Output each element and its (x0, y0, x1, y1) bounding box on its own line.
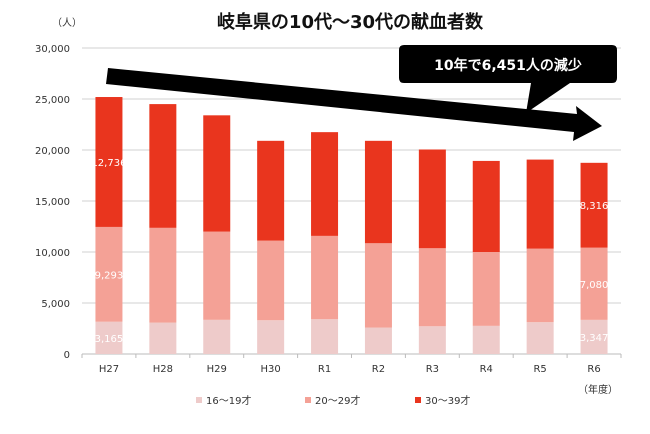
bar-H29-series-0 (203, 319, 231, 354)
bar-R2-series-0 (364, 327, 392, 354)
legend-label: 16～19才 (206, 394, 251, 407)
bar-R2-series-1 (364, 243, 392, 328)
y-tick-label: 10,000 (35, 248, 70, 259)
data-label: 9,293 (95, 270, 124, 281)
bar-H30-series-1 (257, 240, 285, 321)
bar-R5-series-1 (526, 248, 554, 323)
bar-R1-series-0 (311, 319, 339, 354)
data-label: 3,165 (95, 334, 124, 345)
bar-R5-series-2 (526, 159, 554, 249)
bar-H30-series-2 (257, 140, 285, 241)
chart-title: 岐阜県の10代～30代の献血者数 (217, 11, 484, 33)
legend-swatch (305, 397, 311, 403)
data-label: 12,736 (91, 158, 126, 169)
bar-H28-series-1 (149, 227, 177, 323)
y-axis-label: （人） (52, 17, 82, 29)
legend-label: 30～39才 (425, 394, 470, 407)
bar-H30-series-0 (257, 320, 285, 354)
bar-H27-series-1 (95, 226, 123, 322)
y-tick-label: 25,000 (35, 95, 70, 106)
x-tick-label: H28 (153, 364, 173, 375)
bar-R6-series-1 (580, 247, 608, 320)
y-tick-label: 15,000 (35, 197, 70, 208)
bar-H29-series-1 (203, 231, 231, 320)
x-tick-label: H27 (99, 364, 119, 375)
bar-R3-series-0 (418, 326, 446, 354)
x-tick-label: R3 (426, 364, 439, 375)
annotation-text: 10年で6,451人の減少 (434, 57, 582, 74)
y-tick-label: 0 (64, 350, 70, 361)
trend-arrow (106, 68, 602, 141)
bar-R2-series-2 (364, 140, 392, 244)
bar-R4-series-2 (472, 160, 500, 252)
bar-R4-series-1 (472, 252, 500, 326)
bar-R6-series-0 (580, 319, 608, 354)
bar-H29-series-2 (203, 115, 231, 232)
x-tick-label: H30 (261, 364, 281, 375)
x-tick-label: R4 (480, 364, 493, 375)
data-label: 3,347 (580, 333, 609, 344)
bar-H27-series-0 (95, 321, 123, 354)
bar-R3-series-1 (418, 248, 446, 327)
bar-R3-series-2 (418, 149, 446, 249)
x-tick-label: R5 (533, 364, 546, 375)
bar-R6-series-2 (580, 162, 608, 248)
y-tick-label: 30,000 (35, 44, 70, 55)
x-axis-label: （年度） (578, 383, 618, 396)
x-tick-label: R6 (587, 364, 600, 375)
bar-R5-series-0 (526, 322, 554, 354)
bar-H28-series-2 (149, 104, 177, 228)
annotation-callout: 10年で6,451人の減少 (399, 45, 617, 113)
y-tick-label: 20,000 (35, 146, 70, 157)
bar-R1-series-2 (311, 132, 339, 236)
legend-swatch (196, 397, 202, 403)
x-tick-label: H29 (207, 364, 227, 375)
bar-R1-series-1 (311, 235, 339, 320)
y-tick-label: 5,000 (41, 299, 70, 310)
data-label: 7,080 (580, 280, 609, 291)
bar-H28-series-0 (149, 322, 177, 354)
legend-label: 20～29才 (315, 394, 360, 407)
x-tick-label: R2 (372, 364, 385, 375)
legend-swatch (415, 397, 421, 403)
bar-R4-series-0 (472, 325, 500, 354)
x-tick-label: R1 (318, 364, 331, 375)
data-label: 8,316 (580, 201, 609, 212)
bar-H27-series-2 (95, 97, 123, 227)
